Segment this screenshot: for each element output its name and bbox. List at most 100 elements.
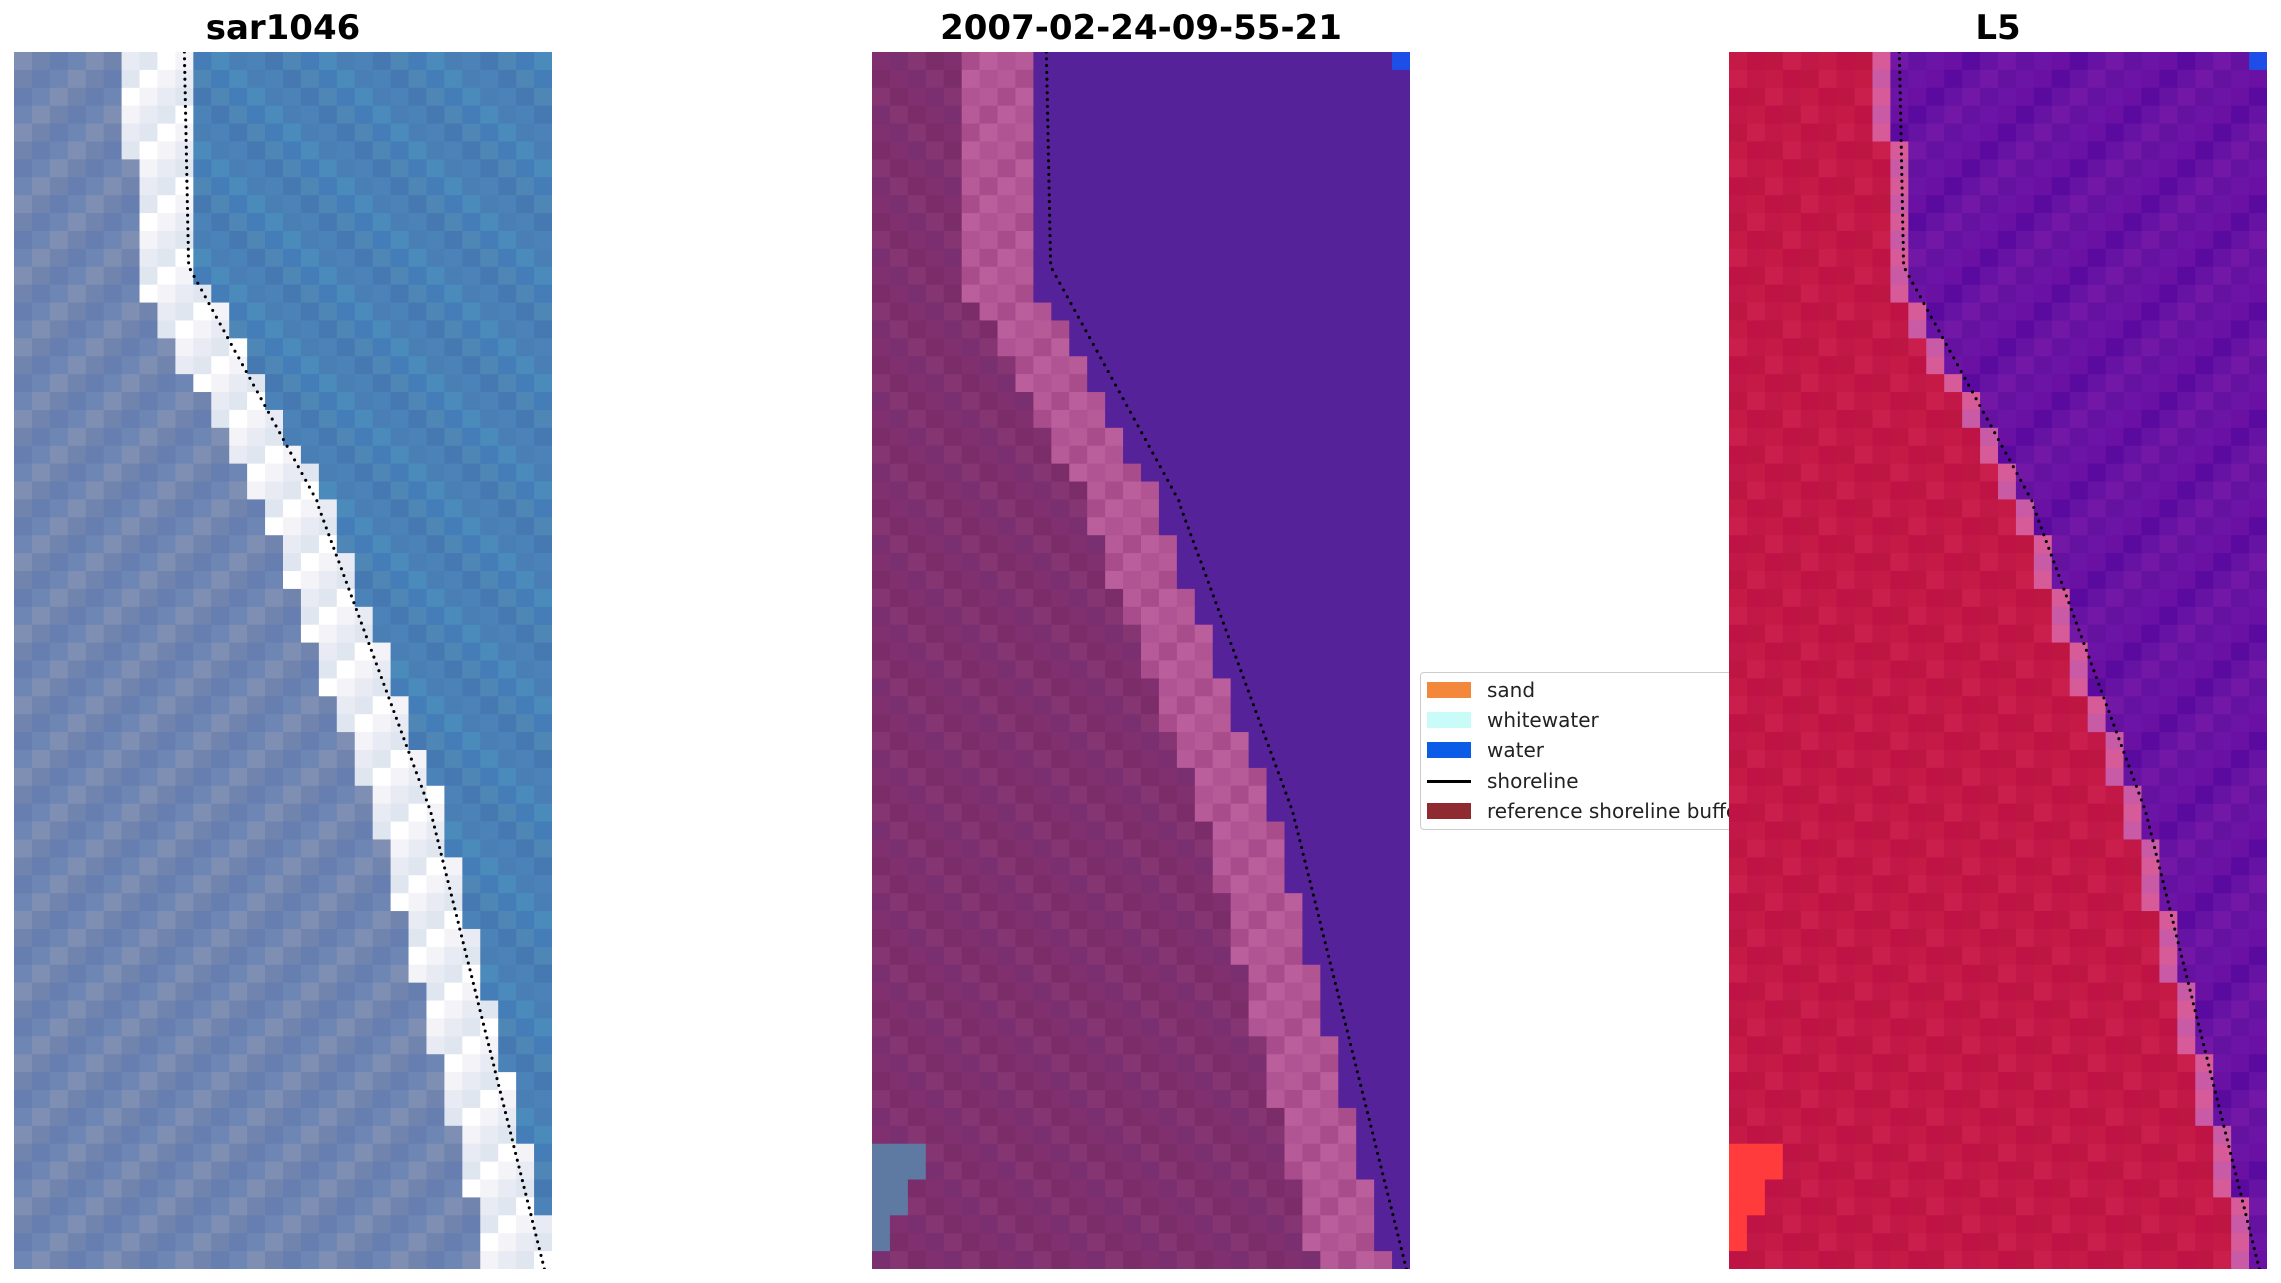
classified-image-pixel (997, 642, 1017, 662)
rgb-image-pixel (31, 911, 51, 930)
classified-image-pixel (1069, 1179, 1088, 1199)
shoreline-dot (1046, 118, 1050, 122)
rgb-image-pixel (85, 624, 105, 644)
mndwi-image-pixel (1962, 177, 1981, 196)
rgb-image-pixel (354, 1000, 374, 1020)
classified-image-pixel (943, 911, 963, 930)
rgb-image-pixel (516, 821, 535, 841)
classified-image-pixel (1015, 696, 1035, 715)
rgb-image-pixel (211, 481, 230, 501)
classified-image-pixel (997, 481, 1017, 501)
rgb-image-pixel (516, 1125, 535, 1145)
classified-image-pixel (872, 409, 891, 429)
classified-image-pixel (925, 123, 945, 143)
classified-image-pixel (889, 1107, 909, 1127)
rgb-image-pixel (265, 571, 284, 590)
shoreline-dot (1125, 403, 1129, 408)
classified-image-pixel (1051, 445, 1071, 465)
rgb-image-pixel (85, 52, 105, 71)
classified-image-pixel (1338, 427, 1357, 447)
rgb-image-pixel (498, 159, 517, 179)
classified-image-pixel (1123, 1161, 1142, 1181)
rgb-image-pixel (247, 803, 266, 823)
mndwi-image-pixel (2105, 302, 2125, 322)
classified-image-pixel (1176, 123, 1196, 143)
rgb-image-pixel (157, 588, 177, 608)
rgb-image-pixel (300, 159, 320, 179)
rgb-image-pixel (480, 1215, 499, 1235)
rgb-image-pixel (462, 588, 482, 608)
mndwi-image-pixel (1872, 123, 1892, 143)
mndwi-image-pixel (1890, 159, 1910, 179)
rgb-image-pixel (175, 392, 195, 411)
rgb-image-pixel (408, 767, 428, 787)
rgb-image-pixel (247, 1125, 266, 1145)
mndwi-image-pixel (2249, 195, 2267, 214)
classified-image-pixel (1141, 678, 1160, 698)
classified-image-pixel (943, 1018, 963, 1038)
rgb-image-pixel (247, 105, 266, 125)
classified-image-pixel (1087, 69, 1106, 89)
classified-image-pixel (1069, 1251, 1088, 1269)
rgb-image-pixel (103, 1036, 123, 1056)
mndwi-image-pixel (2195, 87, 2214, 107)
mndwi-image-pixel (2123, 177, 2143, 196)
classified-image-pixel (1015, 266, 1035, 286)
classified-image-pixel (1123, 392, 1142, 411)
rgb-image-pixel (318, 1215, 338, 1235)
rgb-image-pixel (265, 767, 284, 787)
classified-image-pixel (925, 499, 945, 519)
classified-image-pixel (1033, 857, 1053, 877)
rgb-image-pixel (14, 517, 33, 537)
rgb-image-pixel (516, 105, 535, 125)
rgb-image-pixel (175, 213, 195, 232)
classified-image-pixel (1123, 409, 1142, 429)
rgb-image-pixel (283, 911, 302, 930)
rgb-image-pixel (426, 1215, 446, 1235)
mndwi-image-pixel (1872, 69, 1892, 89)
rgb-image-pixel (229, 893, 248, 912)
mndwi-image-pixel (2087, 69, 2107, 89)
mndwi-image-pixel (2051, 230, 2071, 250)
rgb-image-pixel (354, 105, 374, 125)
rgb-image-pixel (480, 1251, 499, 1269)
shoreline-dot (1343, 1022, 1348, 1026)
classified-image-pixel (1176, 1107, 1196, 1127)
rgb-image-pixel (31, 1161, 51, 1181)
classified-image-pixel (1302, 767, 1322, 787)
classified-image-pixel (925, 427, 945, 447)
rgb-image-pixel (67, 571, 87, 590)
shoreline-dot (188, 268, 192, 272)
rgb-image-pixel (480, 1018, 499, 1038)
classified-image-pixel (1302, 803, 1322, 823)
rgb-image-pixel (516, 195, 535, 214)
classified-image-pixel (1158, 195, 1178, 214)
classified-image-pixel (1158, 374, 1178, 393)
rgb-image-pixel (31, 195, 51, 214)
rgb-image-pixel (390, 159, 410, 179)
classified-image-pixel (1105, 1090, 1124, 1109)
classified-image-pixel (907, 1197, 927, 1217)
classified-image-pixel (1212, 1018, 1232, 1038)
shoreline-dot (1367, 1117, 1371, 1121)
rgb-image-pixel (354, 1143, 374, 1163)
classified-image-pixel (889, 964, 909, 984)
rgb-image-pixel (121, 660, 141, 680)
rgb-image-pixel (318, 1125, 338, 1145)
rgb-image-pixel (139, 535, 159, 554)
shoreline-dot (515, 1158, 519, 1162)
rgb-image-pixel (462, 553, 482, 572)
classified-image-pixel (961, 320, 981, 340)
classified-image-pixel (1015, 857, 1035, 877)
rgb-image-pixel (336, 893, 356, 912)
classified-image-pixel (1248, 499, 1268, 519)
classified-image-pixel (1051, 606, 1071, 626)
rgb-image-pixel (336, 356, 356, 375)
classified-image-pixel (872, 123, 891, 143)
classified-image-pixel (1356, 230, 1375, 250)
rgb-image-pixel (318, 857, 338, 877)
classified-image-pixel (1212, 248, 1232, 268)
classified-image-pixel (1284, 1018, 1304, 1038)
rgb-image-pixel (444, 1036, 464, 1056)
shoreline-dot (1047, 172, 1051, 176)
